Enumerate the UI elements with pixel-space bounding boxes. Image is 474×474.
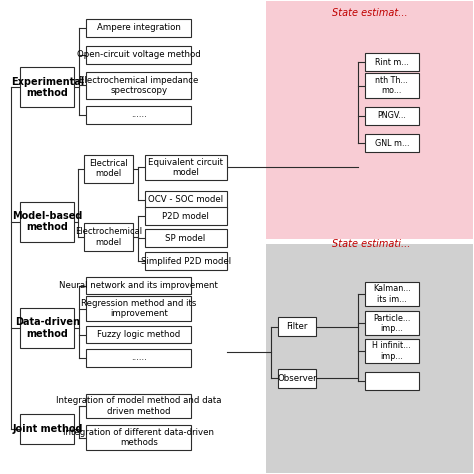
Text: Electrochemical impedance
spectroscopy: Electrochemical impedance spectroscopy — [79, 75, 199, 95]
Bar — [86, 426, 191, 450]
Text: Integration of model method and data
driven method: Integration of model method and data dri… — [56, 396, 221, 416]
Bar — [145, 229, 227, 247]
Bar — [266, 1, 473, 239]
Text: ......: ...... — [131, 110, 146, 119]
Text: Neural network and its improvement: Neural network and its improvement — [59, 281, 218, 290]
Text: Simplifed P2D model: Simplifed P2D model — [141, 256, 231, 265]
Text: GNL m...: GNL m... — [374, 139, 409, 148]
Bar — [145, 155, 227, 180]
Bar — [365, 282, 419, 306]
Bar — [20, 414, 74, 444]
Text: ......: ...... — [131, 353, 146, 362]
Bar — [86, 326, 191, 344]
Bar — [145, 252, 227, 270]
Bar — [86, 72, 191, 99]
Text: Rint m...: Rint m... — [375, 58, 409, 67]
Bar — [365, 339, 419, 363]
Bar — [365, 73, 419, 98]
Text: Kalman...
its im...: Kalman... its im... — [373, 284, 410, 304]
Bar — [86, 394, 191, 419]
Text: PNGV...: PNGV... — [377, 111, 406, 120]
Text: Experimental
method: Experimental method — [11, 77, 84, 98]
Bar — [86, 46, 191, 64]
Text: Data-driven
method: Data-driven method — [15, 317, 80, 338]
Text: State estimati...: State estimati... — [332, 239, 410, 249]
Bar — [20, 308, 74, 348]
Text: H infinit...
imp...: H infinit... imp... — [373, 341, 411, 361]
Text: Ampere integration: Ampere integration — [97, 23, 181, 32]
Bar — [365, 311, 419, 335]
Bar — [145, 191, 227, 209]
Bar — [365, 107, 419, 125]
Bar — [266, 244, 473, 473]
Text: Electrical
model: Electrical model — [89, 159, 128, 178]
Bar — [145, 207, 227, 225]
Bar — [86, 296, 191, 321]
Text: OCV - SOC model: OCV - SOC model — [148, 195, 223, 204]
Bar — [278, 369, 316, 388]
Bar — [365, 53, 419, 71]
Bar — [86, 19, 191, 36]
Bar — [278, 317, 316, 336]
Text: Equivalent circuit
model: Equivalent circuit model — [148, 157, 223, 177]
Bar — [86, 349, 191, 366]
Text: Electrochemical
model: Electrochemical model — [75, 228, 142, 246]
Text: Fuzzy logic method: Fuzzy logic method — [97, 330, 181, 339]
Text: Regression method and its
improvement: Regression method and its improvement — [81, 299, 196, 319]
Text: Filter: Filter — [286, 322, 308, 331]
Text: Observer: Observer — [277, 374, 317, 383]
Text: SP model: SP model — [165, 234, 206, 243]
Text: Joint method: Joint method — [12, 424, 82, 434]
Bar — [365, 372, 419, 390]
Text: State estimat...: State estimat... — [332, 8, 408, 18]
Bar — [20, 201, 74, 242]
Bar — [84, 155, 133, 183]
Text: Integration of different data-driven
methods: Integration of different data-driven met… — [63, 428, 214, 447]
Bar — [20, 67, 74, 108]
Bar — [365, 134, 419, 152]
Bar — [84, 223, 133, 251]
Bar — [86, 106, 191, 124]
Bar — [86, 277, 191, 294]
Text: Particle...
imp...: Particle... imp... — [373, 313, 410, 333]
Text: Open-circuit voltage method: Open-circuit voltage method — [77, 50, 201, 59]
Text: nth Th...
mo...: nth Th... mo... — [375, 76, 408, 95]
Text: Model-based
method: Model-based method — [12, 211, 82, 232]
Text: P2D model: P2D model — [162, 212, 209, 221]
